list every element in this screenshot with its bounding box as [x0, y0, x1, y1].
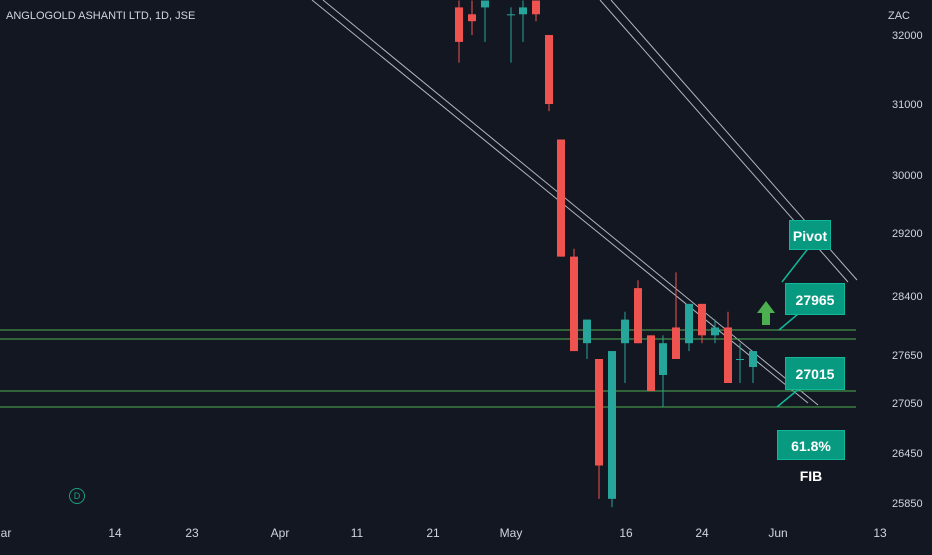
x-tick-label: 14	[108, 526, 122, 540]
x-tick-label: 16	[619, 526, 633, 540]
y-tick-label: 28400	[892, 291, 923, 303]
x-tick-label: 24	[695, 526, 709, 540]
bear-candle	[647, 335, 655, 391]
bull-candle	[749, 351, 757, 367]
bull-candle	[711, 327, 719, 336]
bear-candle	[570, 256, 578, 352]
y-tick-label: 26450	[892, 448, 923, 460]
level-27965-callout[interactable]: 27965	[785, 283, 845, 315]
candles	[455, 0, 757, 508]
bear-candle	[672, 327, 680, 359]
bear-candle	[724, 327, 732, 383]
x-tick-label: May	[500, 526, 523, 540]
bear-candle	[557, 139, 565, 257]
bear-candle	[595, 359, 603, 466]
x-tick-label: 23	[185, 526, 199, 540]
bull-candle	[736, 359, 744, 360]
bull-candle	[685, 303, 693, 344]
pivot-callout[interactable]: Pivot	[789, 220, 831, 250]
time-axis[interactable]: ar 14 23 Apr 11 21 May 16 24 Jun 13	[1, 526, 887, 540]
chart-title: ANGLOGOLD ASHANTI LTD, 1D, JSE	[6, 10, 196, 22]
y-tick-label: 29200	[892, 228, 923, 240]
fib-callout[interactable]: 61.8% FIB	[777, 430, 845, 484]
y-tick-label: 32000	[892, 30, 923, 42]
y-tick-label: 25850	[892, 498, 923, 510]
bull-candle	[621, 319, 629, 344]
x-tick-label: Apr	[271, 526, 290, 540]
y-tick-label: 27050	[892, 398, 923, 410]
x-tick-label: 11	[351, 526, 364, 540]
bear-candle	[455, 7, 463, 42]
up-arrow-icon	[757, 301, 775, 325]
bear-candle	[698, 303, 706, 336]
bull-candle	[481, 0, 489, 8]
bear-candle	[545, 35, 553, 104]
bear-candle	[468, 14, 476, 22]
currency-label: ZAC	[888, 10, 910, 22]
bear-candle	[634, 288, 642, 344]
dividend-badge[interactable]: D	[69, 488, 85, 504]
bull-candle	[583, 319, 591, 344]
bull-candle	[507, 14, 515, 16]
level-27015-callout[interactable]: 27015	[785, 357, 845, 390]
bull-candle	[519, 7, 527, 15]
y-tick-label: 31000	[892, 99, 923, 111]
trendline	[322, 0, 819, 406]
y-tick-label: 30000	[892, 170, 923, 182]
y-tick-label: 27650	[892, 350, 923, 362]
callout-connectors	[776, 245, 811, 408]
x-tick-label: 13	[873, 526, 887, 540]
callout-connector	[778, 313, 799, 331]
callout-connector	[776, 387, 801, 408]
x-tick-label: Jun	[768, 526, 787, 540]
bear-candle	[532, 0, 540, 15]
x-tick-label: 21	[426, 526, 440, 540]
callout-connector	[781, 245, 811, 283]
bull-candle	[659, 343, 667, 375]
x-tick-label: ar	[1, 526, 12, 540]
trendlines	[311, 0, 858, 406]
price-axis[interactable]: 32000 31000 30000 29200 28400 27650 27050 26450…	[892, 30, 923, 510]
bull-candle	[608, 351, 616, 499]
